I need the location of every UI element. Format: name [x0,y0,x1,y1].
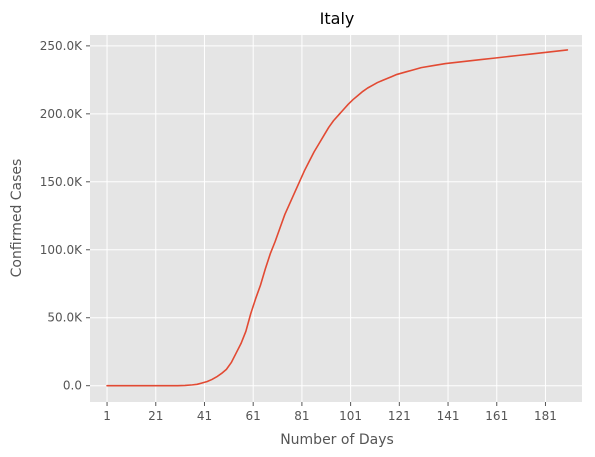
x-tick-label: 1 [103,409,111,423]
series-line [106,49,569,387]
x-tick-label: 21 [148,409,163,423]
x-axis-ticks: 1 21 41 61 81 101 121 141 161 181 [103,402,557,423]
plot-area [90,35,582,402]
y-tick-label: 250.0K [40,39,83,53]
x-tick-label: 41 [197,409,212,423]
y-axis-ticks: 0.0 50.0K 100.0K 150.0K 200.0K 250.0K [40,39,90,393]
x-tick-label: 181 [534,409,557,423]
y-tick-label: 200.0K [40,107,83,121]
x-tick-label: 161 [485,409,508,423]
x-axis-label: Number of Days [280,432,394,448]
y-axis-label: Confirmed Cases [9,159,25,278]
x-tick-label: 101 [339,409,362,423]
series-group [106,49,569,387]
x-tick-label: 121 [388,409,411,423]
y-tick-label: 100.0K [40,243,83,257]
y-tick-label: 150.0K [40,175,83,189]
x-tick-label: 141 [437,409,460,423]
y-tick-label: 0.0 [63,379,82,393]
x-tick-label: 61 [246,409,261,423]
chart-title: Italy [320,9,355,28]
y-tick-label: 50.0K [47,311,83,325]
x-tick-label: 81 [294,409,309,423]
